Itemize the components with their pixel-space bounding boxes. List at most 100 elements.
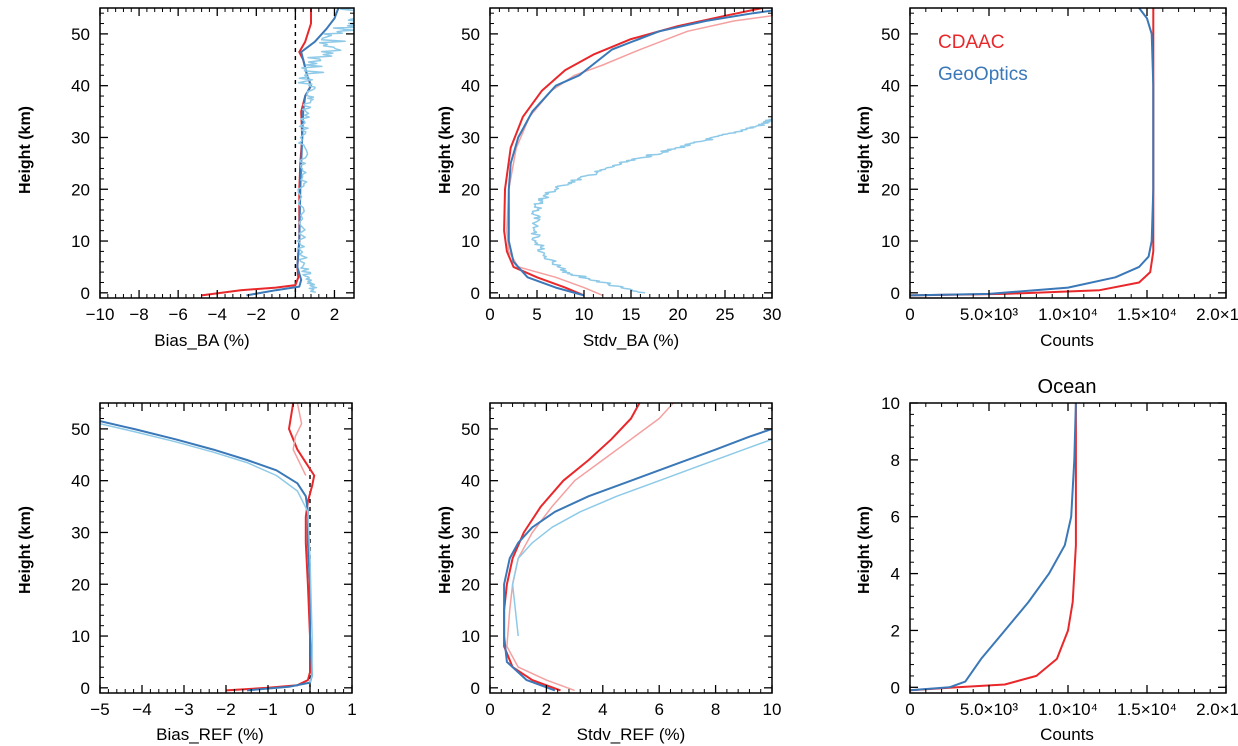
- x-axis-label: Bias_REF (%): [156, 725, 264, 744]
- y-tick-label: 40: [71, 77, 90, 96]
- x-tick-label: −3: [174, 700, 193, 719]
- y-tick-label: 50: [461, 25, 480, 44]
- series-line-geooptics: [507, 9, 772, 297]
- plot-frame: [489, 402, 773, 694]
- y-tick-label: 50: [71, 420, 90, 439]
- y-axis-label: Height (km): [856, 106, 873, 194]
- x-tick-label: 6: [654, 700, 663, 719]
- y-tick-label: 50: [71, 25, 90, 44]
- y-tick-label: 40: [71, 472, 90, 491]
- legend-cdaac: CDAAC: [938, 32, 1005, 53]
- y-tick-label: 40: [461, 77, 480, 96]
- y-tick-label: 10: [881, 394, 900, 413]
- series-line-cdaac: [225, 403, 316, 692]
- plot-frame: [489, 7, 773, 299]
- y-tick-label: 10: [461, 627, 480, 646]
- y-tick-label: 20: [71, 575, 90, 594]
- series-line-geooptics-light: [100, 422, 313, 683]
- x-tick-label: 30: [763, 305, 782, 324]
- x-tick-label: 0: [905, 305, 914, 324]
- y-tick-label: 6: [891, 508, 900, 527]
- panel-stdv-ba: Height (km) Stdv_BA (%) 0 5 10 15 20 25 30 0 10 2…: [437, 7, 782, 350]
- series-line-cdaac: [201, 8, 312, 297]
- series-line-cdaac: [910, 403, 1077, 692]
- x-axis-label: Stdv_REF (%): [577, 725, 686, 744]
- series-line-geooptics: [503, 427, 772, 692]
- y-tick-label: 20: [461, 180, 480, 199]
- x-tick-label: 2.0×10⁴: [1196, 305, 1238, 324]
- series-line-geooptics: [910, 8, 1155, 297]
- x-tick-label: −6: [168, 305, 187, 324]
- y-tick-label: 0: [471, 284, 480, 303]
- y-tick-label: 0: [891, 678, 900, 697]
- x-tick-label: 1.5×10⁴: [1117, 700, 1177, 719]
- series-line-geooptics-noisy: [296, 8, 354, 294]
- x-tick-label: 10: [575, 305, 594, 324]
- x-tick-label: −1: [258, 700, 277, 719]
- x-tick-label: 1: [347, 700, 356, 719]
- y-tick-label: 10: [71, 627, 90, 646]
- y-axis-label: Height (km): [437, 506, 454, 594]
- x-tick-label: −10: [86, 305, 115, 324]
- y-tick-label: 20: [461, 575, 480, 594]
- panel-bias-ba: Height (km) Bias_BA (%) −10 −8 −6 −4 −2 0 2010…: [17, 7, 355, 350]
- y-tick-label: 30: [461, 128, 480, 147]
- y-tick-label: 4: [891, 565, 900, 584]
- series-line-geooptics-light: [511, 438, 772, 637]
- x-axis-label: Bias_BA (%): [154, 331, 249, 350]
- y-tick-label: 50: [881, 25, 900, 44]
- series-line-cdaac-light: [292, 403, 307, 476]
- y-tick-label: 0: [471, 679, 480, 698]
- x-tick-label: 5.0×10³: [960, 305, 1018, 324]
- y-tick-label: 20: [881, 180, 900, 199]
- x-tick-label: −5: [90, 700, 109, 719]
- series-line-geooptics: [910, 403, 1077, 692]
- x-tick-label: −2: [216, 700, 235, 719]
- x-tick-label: 1.0×10⁴: [1038, 700, 1098, 719]
- x-axis-label: Stdv_BA (%): [583, 331, 679, 350]
- panel-title: Ocean: [1038, 376, 1097, 398]
- plot-frame: [99, 402, 353, 694]
- x-tick-label: 2.0×10⁴: [1196, 700, 1238, 719]
- y-tick-label: 10: [881, 232, 900, 251]
- series-line-geooptics: [246, 8, 340, 297]
- y-tick-label: 0: [81, 284, 90, 303]
- x-axis-label: Counts: [1040, 331, 1094, 350]
- y-tick-label: 20: [71, 180, 90, 199]
- x-tick-label: −8: [129, 305, 148, 324]
- y-tick-label: 50: [461, 420, 480, 439]
- x-tick-label: 4: [598, 700, 607, 719]
- x-tick-label: 1.5×10⁴: [1117, 305, 1177, 324]
- y-tick-label: 10: [71, 232, 90, 251]
- x-tick-label: 0: [485, 305, 494, 324]
- y-tick-label: 8: [891, 451, 900, 470]
- x-tick-label: 10: [763, 700, 782, 719]
- y-axis-label: Height (km): [17, 506, 34, 594]
- y-axis-label: Height (km): [17, 106, 34, 194]
- y-axis-label: Height (km): [437, 106, 454, 194]
- series-line-cdaac-light: [506, 403, 674, 692]
- y-tick-label: 2: [891, 621, 900, 640]
- plot-frame: [99, 7, 355, 299]
- y-tick-label: 30: [71, 128, 90, 147]
- x-tick-label: 0: [905, 700, 914, 719]
- series-line-geooptics: [100, 420, 314, 692]
- plot-frame: [909, 402, 1227, 694]
- series-line-cdaac: [503, 403, 641, 692]
- x-tick-label: 0: [485, 700, 494, 719]
- y-tick-label: 30: [71, 523, 90, 542]
- x-tick-label: 0: [305, 700, 314, 719]
- x-tick-label: 8: [711, 700, 720, 719]
- x-tick-label: 5.0×10³: [960, 700, 1018, 719]
- panel-stdv-ref: Height (km) Stdv_REF (%) 0 2 4 6 8 10 0 10 20 30 4…: [437, 402, 782, 744]
- x-tick-label: 25: [716, 305, 735, 324]
- x-tick-label: 5: [532, 305, 541, 324]
- y-axis-label: Height (km): [856, 506, 873, 594]
- panel-counts-global: Height (km) Counts CDAAC GeoOptics 0 5.0×…: [856, 7, 1238, 350]
- series-line-geooptics-noisy: [530, 118, 772, 294]
- series-line-cdaac-light: [506, 15, 772, 297]
- panel-counts-ocean: Ocean Height (km) Counts 0 5.0×10³ 1.0×10⁴…: [856, 376, 1238, 744]
- y-tick-label: 30: [881, 128, 900, 147]
- x-tick-label: −2: [247, 305, 266, 324]
